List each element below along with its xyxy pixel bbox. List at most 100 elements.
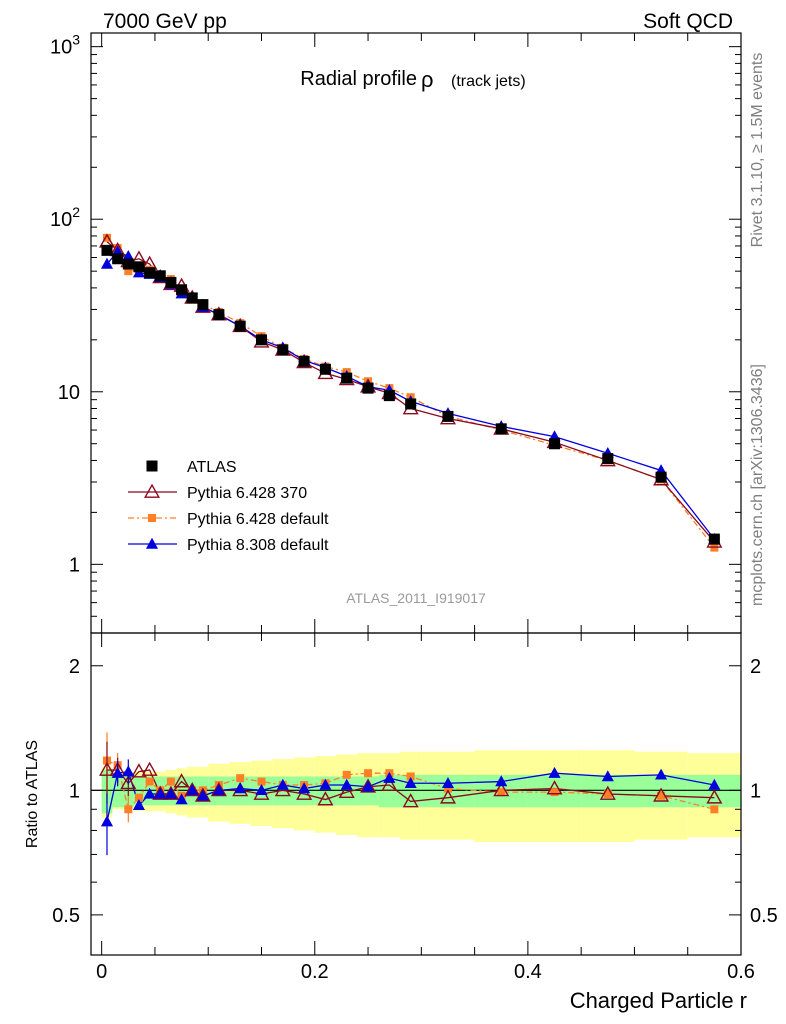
- x-tick-label: 0.6: [727, 961, 755, 983]
- ratio-data-point: [194, 787, 211, 802]
- ratio-data-point: [657, 791, 666, 800]
- y-tick-label-exponent: 2: [72, 204, 80, 220]
- ratio-data-point: [210, 781, 227, 797]
- ratio-data-point: [132, 799, 146, 811]
- ratio-data-point: [338, 783, 355, 799]
- ratio-data-point: [234, 782, 247, 794]
- ratio-axis-ticks: 0.5 0.5 1 1 2 2: [52, 633, 778, 956]
- ratio-data-point: [166, 777, 175, 786]
- ratio-data-point: [164, 787, 177, 799]
- ratio-data-point: [406, 772, 415, 781]
- ratio-data-point: [603, 789, 612, 798]
- data-point: [144, 267, 156, 279]
- stat-band-bin: [378, 774, 401, 808]
- y-tick-label: 103: [50, 32, 80, 59]
- ratio-data-point: [441, 777, 455, 788]
- ratio-y-axis-label: Ratio to ATLAS: [24, 740, 41, 848]
- data-point: [549, 438, 561, 450]
- ratio-data-point: [361, 780, 375, 792]
- ratio-data-point: [342, 770, 351, 779]
- ratio-data-point: [708, 778, 721, 790]
- ratio-data-point: [710, 805, 719, 814]
- data-point: [383, 390, 395, 402]
- ratio-data-point: [317, 791, 334, 806]
- ratio-data-point: [381, 776, 398, 791]
- ratio-data-point: [236, 774, 245, 783]
- legend-marker-swatch: [148, 514, 156, 522]
- data-point: [213, 309, 225, 321]
- data-point: [100, 257, 114, 269]
- ratio-data-point: [443, 784, 452, 793]
- chart-title: Radial profile ρ (track jets): [300, 67, 525, 92]
- legend-marker-swatch: [145, 537, 159, 549]
- stat-band-bin: [634, 774, 688, 808]
- ratio-y-tick-label: 0.5: [52, 905, 80, 927]
- analysis-watermark: ATLAS_2011_I919017: [346, 590, 486, 606]
- y-tick-label: 10: [58, 382, 80, 404]
- ratio-data-point: [276, 778, 289, 790]
- ratio-data-point: [124, 805, 133, 814]
- data-point: [112, 253, 124, 265]
- ratio-data-point: [599, 785, 616, 800]
- legend-label: Pythia 8.308 default: [187, 537, 329, 554]
- ratio-data-point: [360, 778, 377, 793]
- chart-title-suffix: (track jets): [451, 73, 526, 90]
- data-point: [122, 249, 135, 261]
- ratio-y-tick-label-right: 1: [750, 780, 761, 802]
- y-tick-label-exponent: 3: [72, 32, 80, 48]
- ratio-data-point: [340, 778, 353, 790]
- ratio-data-point: [134, 793, 143, 802]
- ratio-data-point: [141, 761, 158, 776]
- ratio-data-point: [111, 766, 124, 778]
- svg-text:(track jets): (track jets): [451, 73, 526, 90]
- ratio-data-point: [402, 793, 419, 808]
- data-point: [298, 355, 310, 367]
- ratio-data-point: [706, 789, 723, 804]
- header-left: 7000 GeV pp: [103, 10, 227, 33]
- ratio-plot-panel: 0.5 0.5 1 1 2 2 Ratio to ATLAS: [24, 632, 778, 956]
- data-point: [124, 267, 133, 276]
- legend-label: Pythia 6.428 370: [187, 485, 307, 502]
- ratio-data-point: [143, 787, 156, 799]
- x-axis-title: Charged Particle r: [570, 988, 747, 1013]
- ratio-data-point: [212, 784, 225, 796]
- data-point: [708, 533, 720, 545]
- data-point: [341, 372, 353, 384]
- chart-title-text: Radial profile: [300, 68, 417, 90]
- ratio-data-point: [98, 761, 116, 776]
- ratio-data-point: [298, 782, 311, 794]
- data-point: [405, 398, 417, 410]
- x-tick-label: 0: [96, 961, 107, 983]
- ratio-data-point: [495, 775, 508, 787]
- ratio-data-point: [601, 770, 614, 782]
- ratio-data-point: [404, 777, 417, 788]
- ratio-data-point: [130, 763, 147, 778]
- legend-label: ATLAS: [187, 459, 237, 476]
- series-line: [106, 237, 715, 549]
- ratio-data-point: [122, 765, 135, 777]
- y-tick-label: 1: [69, 554, 80, 576]
- data-point: [255, 334, 267, 346]
- ratio-data-point: [497, 788, 506, 797]
- ratio-data-point: [162, 785, 179, 800]
- ratio-data-point: [548, 766, 561, 778]
- chart-title-symbol: ρ: [421, 67, 434, 92]
- legend-entry: Pythia 6.428 default: [128, 511, 329, 528]
- legend-marker-swatch: [146, 460, 158, 472]
- ratio-data-point: [550, 788, 559, 797]
- legend-marker-swatch: [143, 483, 161, 498]
- ratio-data-point: [184, 781, 201, 797]
- x-axis: 0 0.2 0.4 0.6: [96, 961, 755, 983]
- data-point: [102, 233, 111, 242]
- ratio-data-point: [154, 787, 167, 799]
- ratio-data-point: [175, 793, 188, 805]
- ratio-y-tick-label-right: 0.5: [750, 905, 778, 927]
- data-point: [186, 292, 198, 304]
- legend-entry: Pythia 8.308 default: [128, 537, 329, 554]
- legend-entry: ATLAS: [146, 459, 237, 476]
- x-tick-label: 0.2: [301, 961, 329, 983]
- y-tick-label: 102: [50, 204, 80, 231]
- ratio-data-point: [439, 789, 456, 804]
- y-tick-label-base: 10: [50, 37, 72, 59]
